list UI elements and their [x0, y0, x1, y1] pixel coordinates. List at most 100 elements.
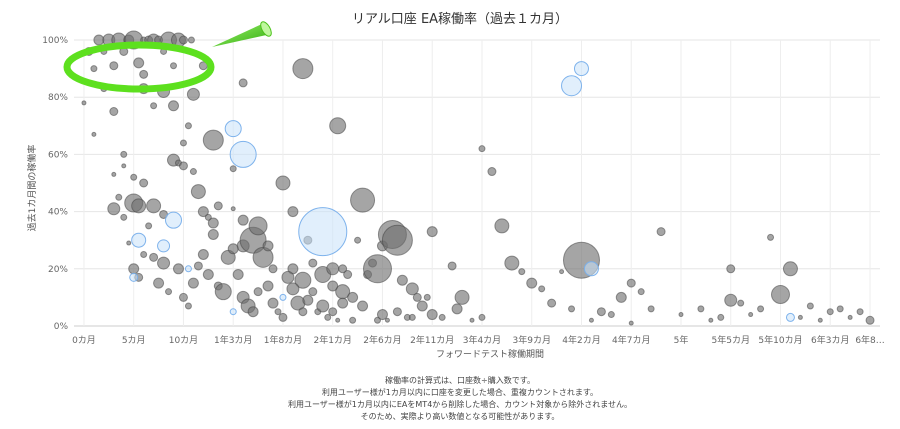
gray-bubble	[109, 107, 119, 116]
blue-bubble	[229, 308, 237, 316]
gray-bubble	[678, 312, 684, 318]
gray-bubble	[324, 313, 332, 321]
gray-bubble	[836, 305, 844, 313]
gray-bubble	[298, 307, 308, 317]
gray-bubble	[757, 305, 765, 313]
gray-bubble	[287, 206, 299, 218]
x-tick-label: 2年1カ月	[313, 334, 351, 346]
blue-bubble	[184, 265, 192, 273]
gray-bubble	[349, 316, 357, 324]
blue-bubble	[224, 120, 242, 138]
gray-bubble	[115, 193, 123, 201]
gray-bubble	[178, 161, 188, 171]
gray-bubble	[109, 61, 119, 71]
gray-bubble	[384, 317, 390, 323]
gray-bubble	[229, 165, 237, 173]
blue-bubble	[573, 61, 589, 77]
gray-bubble	[416, 300, 428, 312]
gray-bubble	[178, 292, 188, 302]
gray-bubble	[426, 309, 438, 321]
gray-bubble	[767, 233, 775, 241]
blue-bubble	[561, 75, 583, 97]
x-axis-label: フォワードテスト稼働期間	[436, 348, 544, 360]
y-axis-ticks: 0% 20% 40% 60% 80% 100%	[42, 36, 68, 332]
highlight-ellipse	[63, 41, 215, 93]
blue-bubble	[279, 293, 287, 301]
gray-bubble	[438, 313, 446, 321]
gray-bubble	[357, 300, 369, 312]
gray-bubble	[302, 294, 314, 306]
gray-bubble	[139, 178, 149, 188]
x-tick-label: 5年	[674, 334, 689, 346]
x-tick-label: 4年7カ月	[612, 334, 650, 346]
gray-bubble	[146, 198, 162, 214]
gray-bubble	[278, 312, 288, 322]
gray-bubble	[197, 249, 209, 260]
gray-bubble	[547, 298, 557, 308]
x-tick-label: 5カ月	[122, 335, 146, 346]
gray-bubble	[588, 317, 594, 323]
gray-bubble	[213, 201, 223, 211]
gray-bubble	[392, 307, 402, 317]
gray-bubble	[396, 274, 408, 286]
note-line-1: 稼働率の計算式は、口座数÷購入数です。	[385, 375, 535, 385]
gray-bubble	[737, 299, 745, 307]
gray-bubble	[782, 261, 798, 277]
blue-bubble	[298, 207, 348, 257]
gray-bubble	[190, 184, 206, 200]
gray-bubble	[281, 270, 295, 284]
gray-bubble	[274, 308, 282, 316]
gray-bubble	[227, 243, 239, 255]
x-tick-label: 3年9カ月	[513, 334, 551, 346]
gray-bubble	[748, 312, 754, 318]
gray-bubble	[268, 264, 278, 274]
gray-bubble	[717, 313, 725, 321]
gray-bubble	[139, 69, 149, 79]
gray-bubble	[202, 269, 214, 281]
gray-bubble	[179, 139, 187, 147]
gray-bubble	[568, 305, 576, 313]
gray-bubble	[316, 299, 330, 313]
gray-bubble	[504, 255, 520, 271]
gray-bubble	[253, 287, 263, 297]
x-tick-label: 0カ月	[72, 335, 96, 346]
gray-bubble	[526, 277, 538, 289]
gray-bubble	[133, 57, 145, 69]
gray-bubble	[130, 173, 138, 181]
gray-bubble	[770, 285, 790, 305]
y-axis-label: 過去1カ月間の稼働率	[26, 145, 38, 232]
x-tick-label: 2年11カ月	[410, 334, 454, 346]
y-tick-label: 80%	[48, 93, 68, 103]
gray-bubble	[847, 314, 853, 320]
gray-bubble	[327, 280, 339, 292]
grid-lines	[74, 39, 880, 327]
y-tick-label: 40%	[48, 208, 68, 218]
gray-bubble	[697, 305, 705, 313]
gray-bubble	[454, 289, 470, 305]
gray-bubble	[381, 224, 413, 256]
gray-bubble	[350, 187, 376, 213]
gray-bubble	[238, 78, 248, 88]
gray-bubble	[817, 317, 823, 323]
gray-bubble	[292, 58, 314, 80]
gray-bubble	[518, 268, 526, 276]
x-tick-label: 5年10カ月	[758, 334, 802, 346]
gray-bubble	[267, 297, 279, 309]
gray-bubble	[337, 297, 349, 309]
gray-bubble	[559, 269, 565, 275]
gray-bubble	[168, 100, 180, 112]
gray-bubble	[628, 320, 634, 326]
gray-bubble	[91, 131, 97, 137]
gray-bubble	[165, 288, 173, 296]
gray-bubble	[145, 222, 153, 230]
y-tick-label: 0%	[54, 322, 69, 332]
x-tick-label: 1年8カ月	[264, 334, 302, 346]
gray-bubble	[708, 317, 714, 323]
gray-bubble	[308, 258, 318, 268]
gray-bubble	[111, 171, 117, 177]
gray-bubble	[478, 313, 486, 321]
x-tick-label: 5年5カ月	[712, 334, 750, 346]
blue-bubble	[129, 272, 139, 282]
x-tick-label: 1年3カ月	[214, 334, 252, 346]
